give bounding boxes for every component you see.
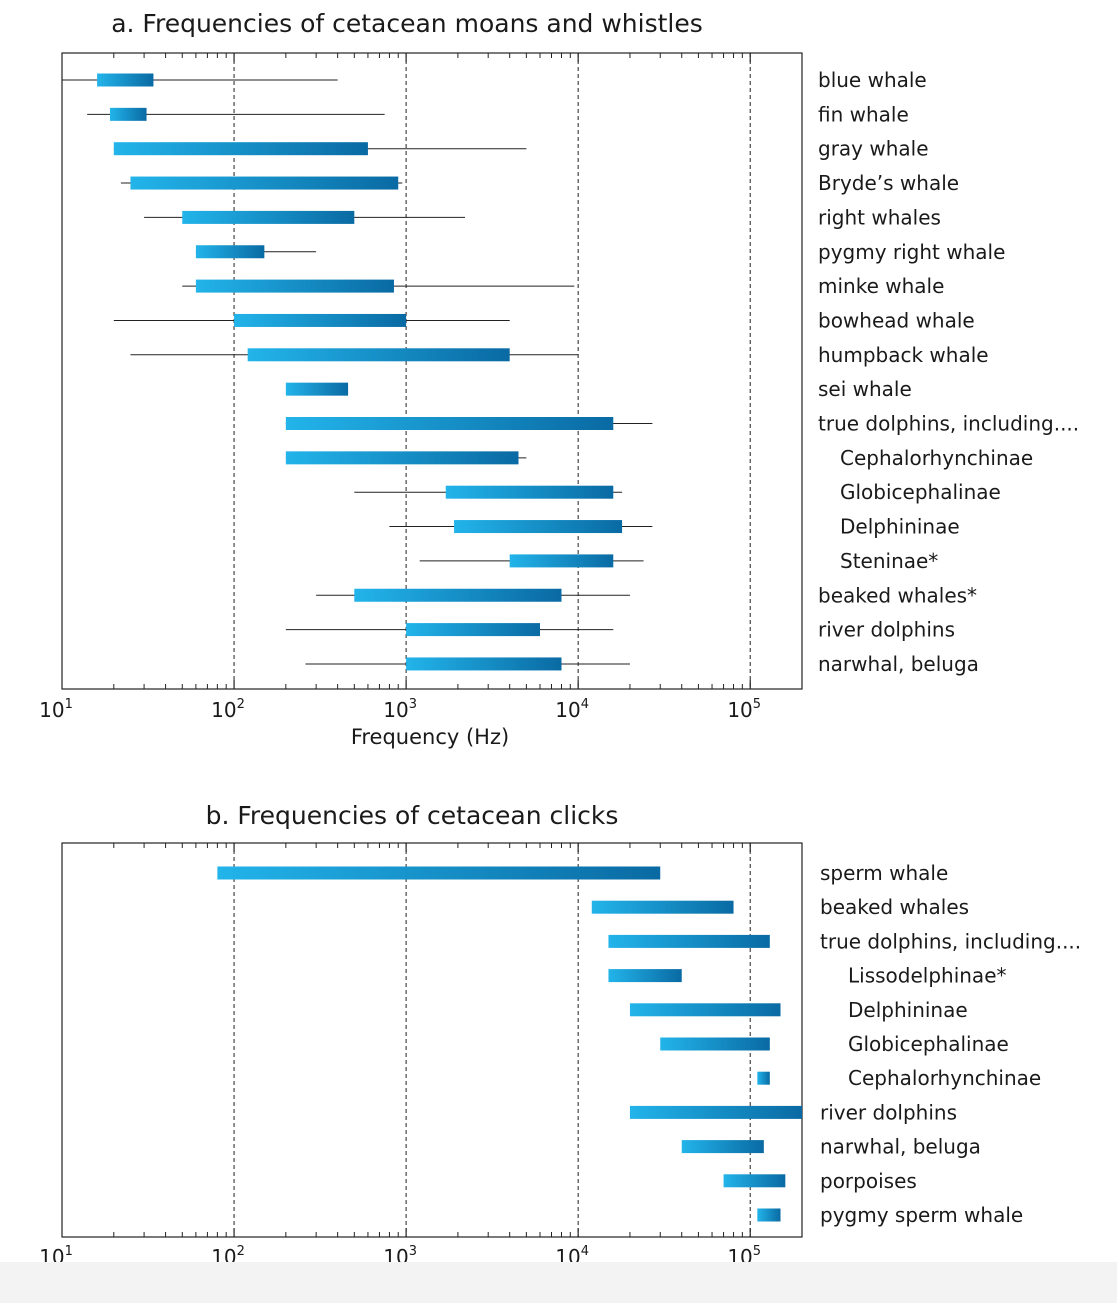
chart-title: b. Frequencies of cetacean clicks xyxy=(206,801,619,830)
frequency-bar xyxy=(285,417,614,430)
frequency-bar xyxy=(454,520,623,534)
frequency-bar xyxy=(234,313,407,327)
frequency-bar xyxy=(182,210,355,224)
frequency-bar xyxy=(591,900,734,914)
frequency-bar xyxy=(629,1105,802,1119)
category-label: sei whale xyxy=(818,377,912,401)
frequency-bar xyxy=(660,1037,770,1051)
category-label: narwhal, beluga xyxy=(818,652,979,676)
frequency-bar xyxy=(445,485,614,499)
category-label: Cephalorhynchinae xyxy=(848,1066,1041,1090)
frequency-bar xyxy=(109,107,147,121)
category-label: fin whale xyxy=(818,102,909,126)
category-label: Cephalorhynchinae xyxy=(840,446,1033,470)
category-label: Globicephalinae xyxy=(848,1032,1009,1056)
frequency-bar xyxy=(195,279,394,293)
category-label: minke whale xyxy=(818,274,944,298)
frequency-bar xyxy=(757,1071,770,1085)
category-label: pygmy sperm whale xyxy=(820,1203,1023,1227)
frequency-bar xyxy=(629,1003,781,1017)
tick-label: 105 xyxy=(727,697,761,722)
frequency-bar xyxy=(354,588,562,602)
category-label: Steninae* xyxy=(840,549,938,573)
category-label: right whales xyxy=(818,205,941,229)
category-label: river dolphins xyxy=(820,1100,957,1124)
frequency-bar xyxy=(130,176,399,190)
frequency-bar xyxy=(195,245,265,259)
category-label: humpback whale xyxy=(818,343,989,367)
category-label: Globicephalinae xyxy=(840,480,1001,504)
frequency-bar xyxy=(113,142,368,156)
frequency-bar xyxy=(509,554,614,568)
category-label: true dolphins, including.... xyxy=(820,929,1081,953)
frequency-bar xyxy=(217,866,661,880)
frequency-bar xyxy=(97,73,154,87)
tick-label: 102 xyxy=(211,697,245,722)
category-label: Lissodelphinae* xyxy=(848,964,1007,988)
category-label: true dolphins, including.... xyxy=(818,412,1079,436)
frequency-bar xyxy=(681,1140,764,1154)
chart-title: a. Frequencies of cetacean moans and whi… xyxy=(111,9,703,38)
tick-label: 104 xyxy=(555,697,589,722)
category-label: beaked whales xyxy=(820,895,969,919)
category-label: river dolphins xyxy=(818,618,955,642)
frequency-bar xyxy=(406,657,562,671)
category-label: sperm whale xyxy=(820,861,948,885)
bottom-strip xyxy=(0,1262,1117,1303)
x-axis-label: Frequency (Hz) xyxy=(351,725,509,749)
category-label: gray whale xyxy=(818,137,929,161)
frequency-bar xyxy=(608,969,682,983)
category-label: narwhal, beluga xyxy=(820,1135,981,1159)
tick-label: 101 xyxy=(39,697,73,722)
frequency-bar xyxy=(608,934,770,948)
category-label: pygmy right whale xyxy=(818,240,1005,264)
category-label: Delphininae xyxy=(848,998,968,1022)
category-label: Bryde’s whale xyxy=(818,171,959,195)
category-label: beaked whales* xyxy=(818,583,977,607)
chart-a-moans-whistles: a. Frequencies of cetacean moans and whi… xyxy=(39,9,1079,749)
tick-label: 103 xyxy=(383,697,417,722)
frequency-bar xyxy=(247,348,510,362)
frequency-bar xyxy=(757,1208,781,1222)
category-label: blue whale xyxy=(818,68,927,92)
category-label: bowhead whale xyxy=(818,308,975,332)
plot-frame xyxy=(61,842,803,1238)
frequency-bar xyxy=(285,451,519,465)
frequency-bar xyxy=(406,623,540,637)
plot-frame xyxy=(61,52,803,690)
category-label: Delphininae xyxy=(840,515,960,539)
frequency-bar xyxy=(723,1174,786,1188)
frequency-bar xyxy=(285,382,349,396)
category-label: porpoises xyxy=(820,1169,917,1193)
